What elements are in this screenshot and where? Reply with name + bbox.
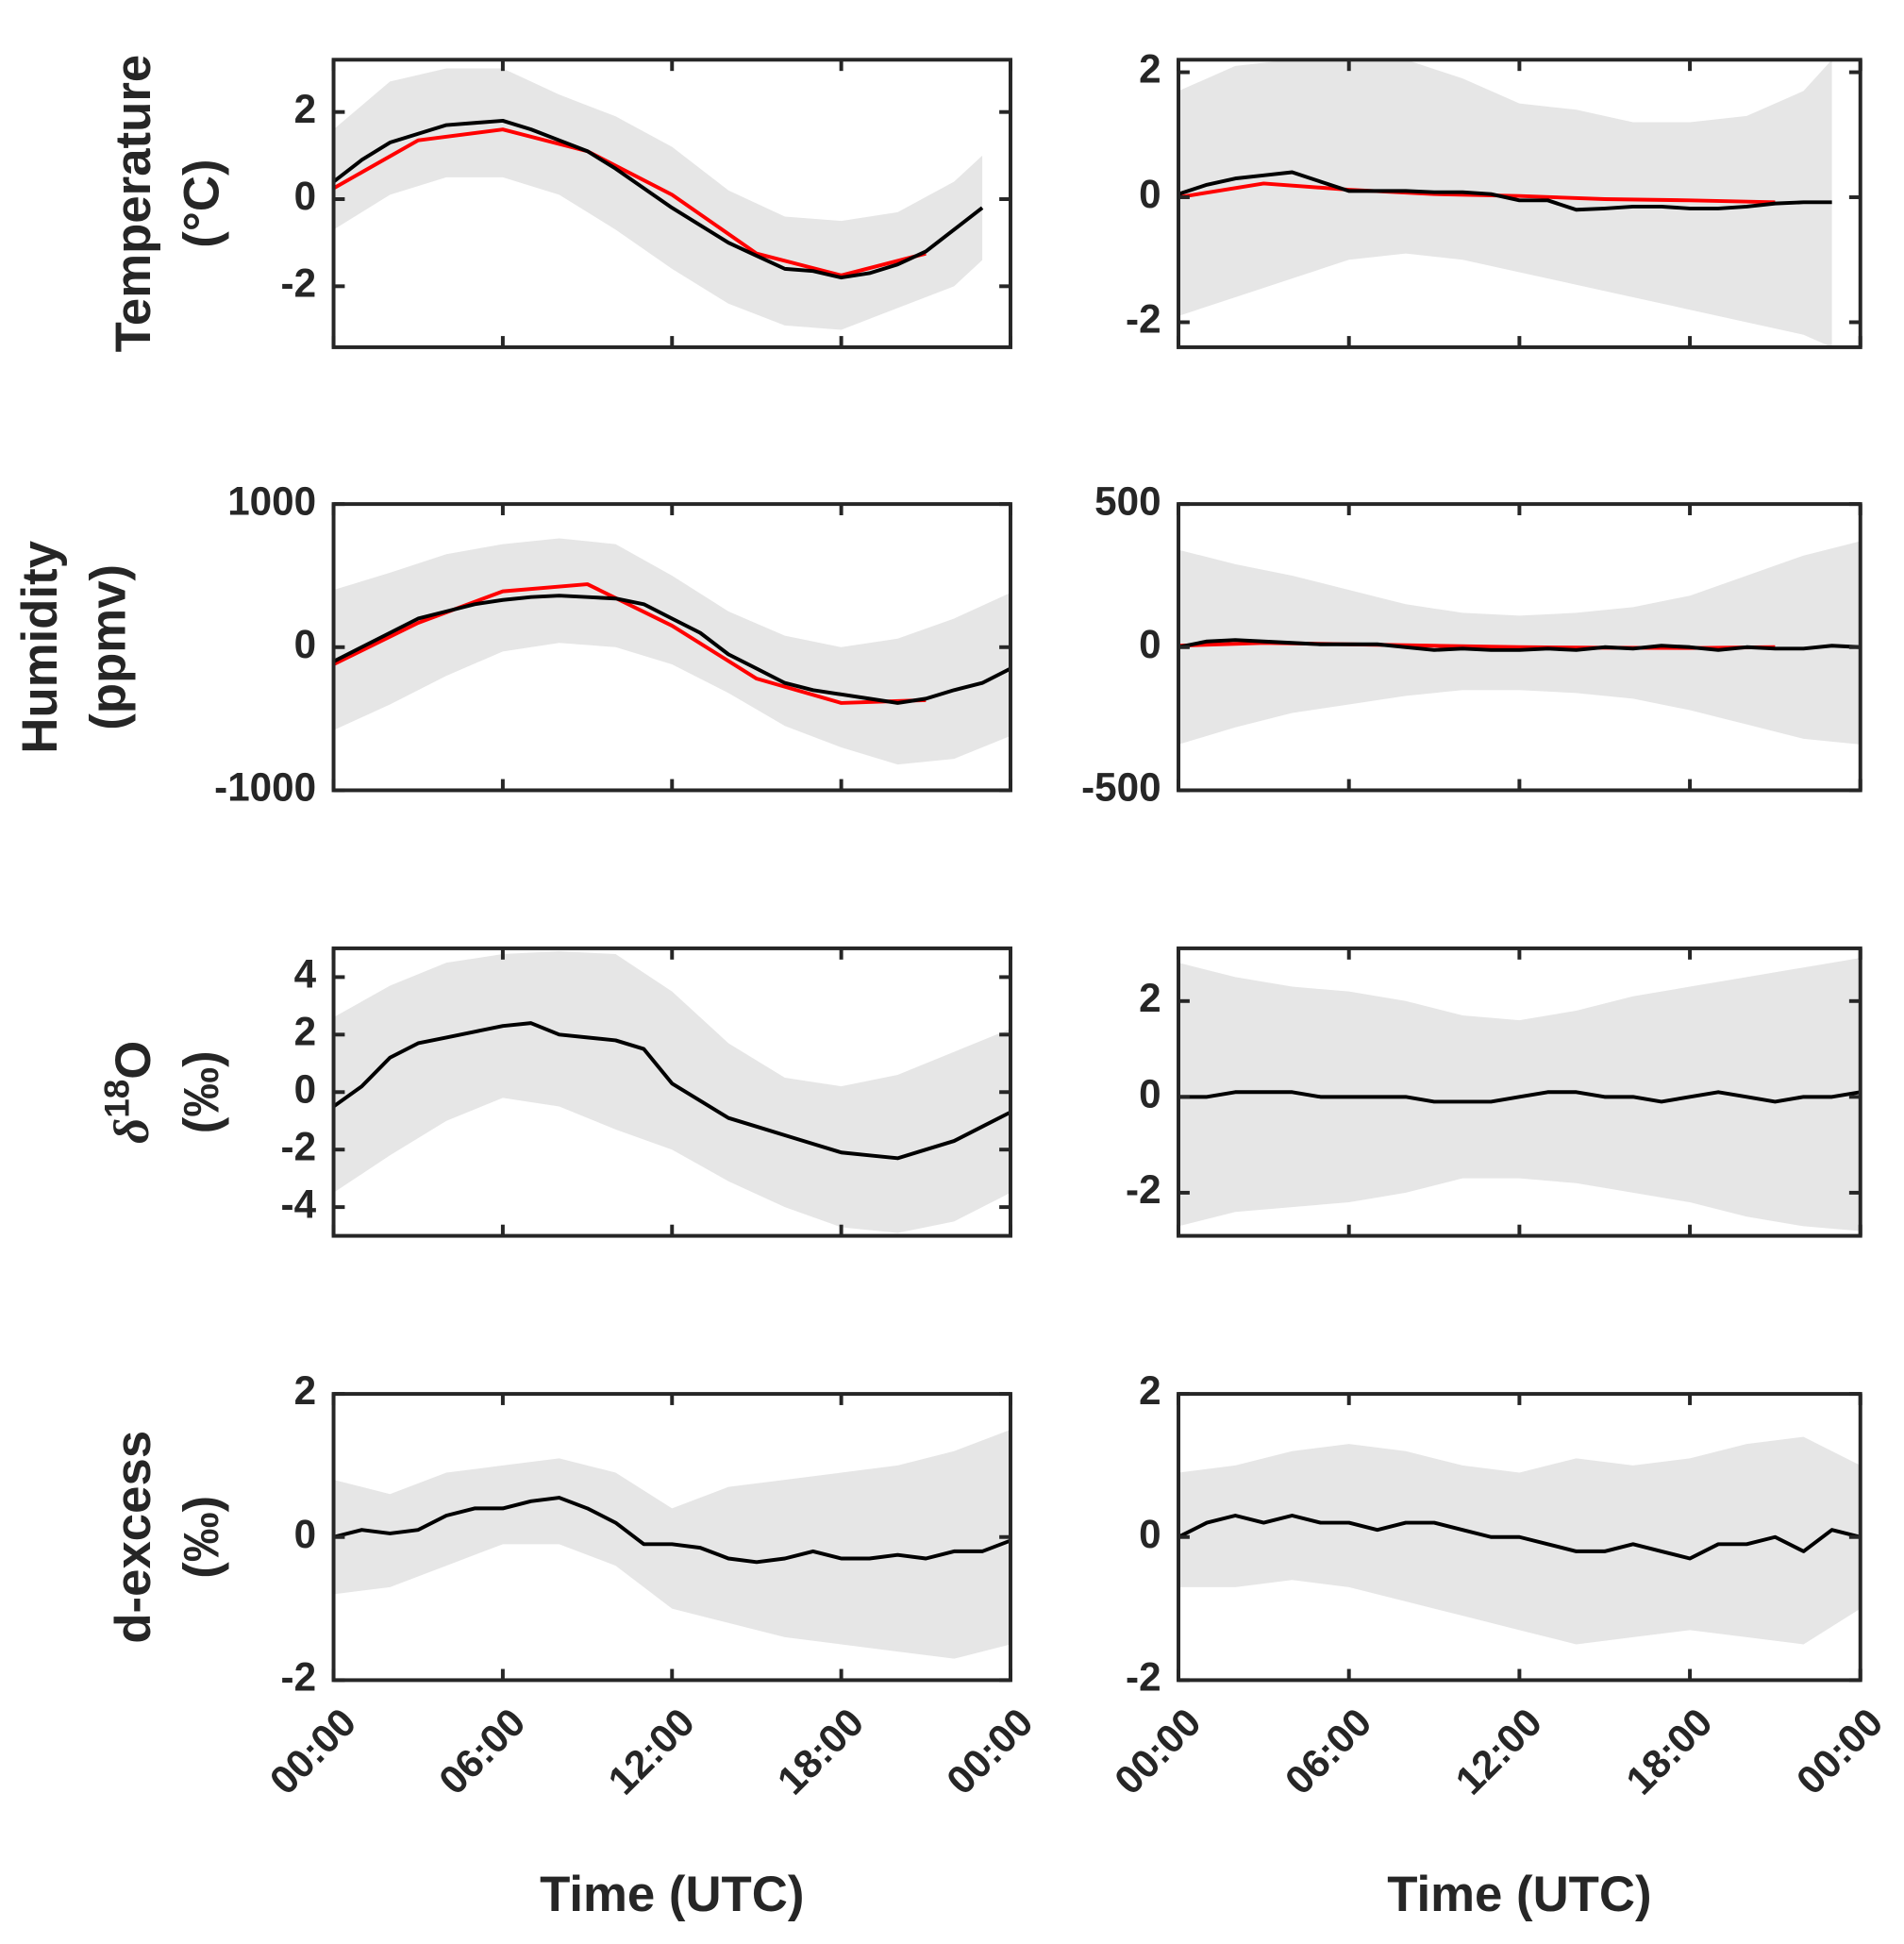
y-tick-label: 2 [294,1368,316,1413]
y-axis-label: Temperature [106,55,161,353]
series-line [1178,181,1776,205]
spread-band [1178,59,1832,347]
x-tick-label: 06:00 [1277,1700,1380,1803]
series-line [333,594,1010,705]
plot-content [333,538,1010,765]
x-tick-label: 00:00 [1788,1700,1892,1803]
y-tick-label: 0 [294,622,316,666]
spread-band [1178,541,1861,745]
x-tick-label: 06:00 [430,1700,534,1803]
plot-content [1178,541,1861,745]
y-tick-label: 2 [1139,976,1161,1020]
y-axis-label: Humidity [12,540,68,753]
y-tick-label: -1000 [214,765,316,810]
label-part: δ [105,1118,159,1144]
y-tick-label: 500 [1094,478,1161,523]
y-tick-label: 0 [1139,1071,1161,1115]
series-line [1178,638,1861,652]
y-tick-label: 0 [1139,1512,1161,1556]
plot-content [333,68,984,330]
y-tick-label: -500 [1081,765,1161,810]
spread-band [333,950,1010,1233]
plot-content [1178,958,1861,1232]
series-line [1178,1090,1861,1104]
y-tick-label: -2 [1126,1655,1161,1700]
y-axis-label: (‰) [175,1050,230,1133]
label-part: 18 [97,1080,136,1118]
y-axis-label: d-excess [106,1431,161,1644]
y-tick-label: 2 [1139,47,1161,92]
plot-content [333,1429,1010,1659]
x-tick-label: 12:00 [1447,1700,1551,1803]
y-tick-label: 2 [294,87,316,131]
y-tick-label: -2 [281,1655,317,1700]
spread-band [1178,1436,1861,1645]
y-tick-label: -2 [281,260,317,305]
y-tick-label: -2 [1126,1167,1161,1212]
y-tick-label: 0 [1139,622,1161,666]
spread-band [1178,958,1861,1232]
x-tick-label: 18:00 [769,1700,873,1803]
plot-content [1178,1436,1861,1645]
series-line [333,118,984,280]
y-tick-label: -4 [281,1181,317,1226]
y-tick-label: -2 [1126,297,1161,342]
x-axis-label: Time (UTC) [1387,1867,1651,1922]
series-line [1178,1514,1861,1561]
spread-band [333,538,1010,765]
x-tick-label: 00:00 [1106,1700,1210,1803]
y-tick-label: 2 [294,1009,316,1053]
x-tick-label: 00:00 [938,1700,1042,1803]
series-line [333,582,927,705]
y-axis-label: (‰) [175,1496,230,1579]
y-tick-label: -2 [281,1124,317,1168]
x-tick-label: 00:00 [261,1700,365,1803]
y-tick-label: 0 [294,1512,316,1556]
series-line [333,1496,1010,1565]
x-axis-label: Time (UTC) [540,1867,804,1922]
x-tick-label: 12:00 [599,1700,703,1803]
y-tick-label: 0 [294,1066,316,1111]
y-tick-label: 0 [294,174,316,218]
y-tick-label: 0 [1139,172,1161,216]
plot-content [333,950,1010,1233]
y-tick-label: 2 [1139,1368,1161,1413]
y-axis-label: (ppmv) [81,564,137,730]
series-line [333,1021,1010,1161]
series-line [1178,170,1832,212]
series-line [333,127,927,277]
y-axis-label: (°C) [175,159,230,247]
plot-content [1178,59,1832,347]
y-axis-label: δ18O [97,1041,161,1144]
y-tick-label: 1000 [227,478,316,523]
x-tick-label: 18:00 [1617,1700,1721,1803]
y-tick-label: 4 [294,952,317,997]
label-part: O [106,1041,161,1080]
